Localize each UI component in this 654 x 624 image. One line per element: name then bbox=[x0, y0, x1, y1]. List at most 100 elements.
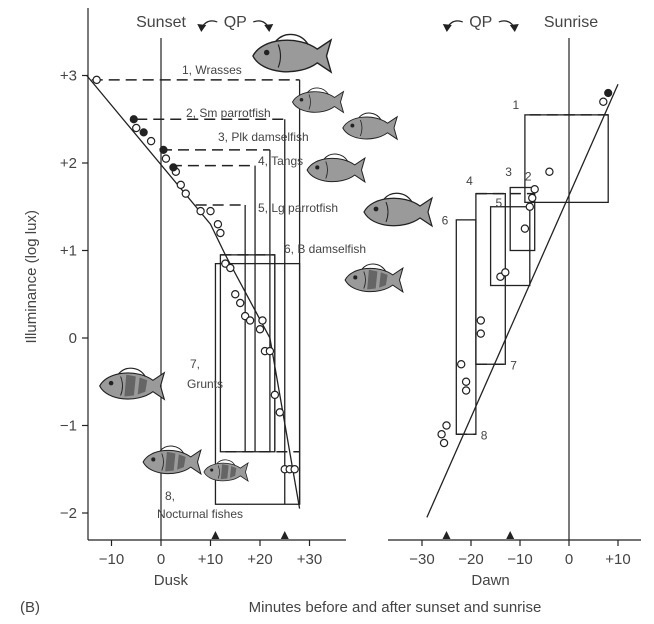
dawn-group-box bbox=[455, 219, 477, 435]
dusk-data-point bbox=[216, 228, 225, 238]
dusk-group-label: 4, Tangs bbox=[258, 154, 303, 168]
dusk-x-tick-label: +20 bbox=[247, 551, 272, 568]
dawn-group-label: 6 bbox=[442, 213, 449, 227]
dawn-group-label: 4 bbox=[466, 174, 473, 188]
dawn-x-tick-label: +10 bbox=[605, 551, 630, 568]
dawn-data-point bbox=[530, 185, 539, 194]
dusk-data-point bbox=[290, 465, 299, 474]
dawn-group-label: 5 bbox=[496, 196, 503, 210]
dawn-data-point bbox=[520, 224, 530, 233]
group-boxes-layer bbox=[91, 79, 609, 505]
dusk-qp-right-arrowhead bbox=[264, 24, 274, 32]
grunt-fish-icon bbox=[99, 367, 166, 401]
dusk-data-point bbox=[231, 290, 240, 299]
dawn-data-point bbox=[439, 438, 449, 448]
dawn-qp-label: QP bbox=[469, 14, 492, 31]
dawn-group-label: 3 bbox=[505, 165, 512, 179]
dawn-data-point bbox=[442, 421, 451, 430]
dawn-data-point bbox=[476, 329, 485, 338]
dusk-data-point bbox=[176, 180, 185, 190]
dusk-data-point-filled bbox=[159, 145, 168, 154]
dawn-event-marker bbox=[506, 531, 515, 539]
dusk-data-point-filled bbox=[139, 128, 148, 137]
large-parrotfish-icon bbox=[363, 192, 434, 228]
dawn-data-point bbox=[528, 193, 537, 203]
dusk-group-label: Nocturnal fishes bbox=[157, 507, 243, 521]
dawn-group-label: 1 bbox=[512, 98, 519, 112]
dawn-group-label: 2 bbox=[525, 170, 532, 184]
dawn-x-tick-label: −30 bbox=[409, 551, 434, 568]
y-tick-label: +1 bbox=[60, 243, 77, 260]
dawn-data-point bbox=[461, 386, 471, 395]
dusk-data-point bbox=[235, 298, 245, 308]
dusk-data-point-filled bbox=[129, 115, 138, 124]
y-tick-label: +2 bbox=[60, 155, 77, 172]
dusk-data-point bbox=[196, 206, 205, 216]
dusk-group-label: 2, Sm parrotfish bbox=[186, 106, 271, 120]
dawn-header: Sunrise bbox=[544, 14, 598, 31]
dawn-x-axis-label: Dawn bbox=[471, 572, 509, 589]
dusk-x-tick-label: 0 bbox=[157, 551, 165, 568]
dawn-trend-line bbox=[426, 83, 619, 518]
fish-illustrations-layer bbox=[99, 33, 434, 483]
dawn-qp-right-arrowhead bbox=[509, 24, 519, 32]
dusk-data-point bbox=[213, 220, 223, 229]
dusk-data-point bbox=[270, 390, 280, 400]
dawn-x-tick-label: −10 bbox=[507, 551, 532, 568]
wrasse-fish-icon bbox=[252, 33, 333, 74]
dawn-data-point bbox=[437, 430, 446, 439]
dawn-qp-left-arrowhead bbox=[442, 24, 452, 32]
dawn-group-label: 8 bbox=[481, 428, 488, 442]
dawn-data-point bbox=[457, 360, 466, 369]
x-axis-label: Minutes before and after sunset and sunr… bbox=[249, 599, 542, 616]
dawn-group-box bbox=[475, 192, 506, 365]
dusk-event-marker bbox=[280, 531, 289, 539]
dusk-trend-line bbox=[86, 75, 301, 509]
dusk-data-point bbox=[146, 136, 156, 146]
dusk-data-point bbox=[206, 206, 215, 216]
dusk-group-label: 3, Plk damselfish bbox=[218, 130, 309, 144]
dusk-event-marker bbox=[211, 531, 220, 539]
dusk-data-point bbox=[275, 408, 284, 417]
dawn-data-point-filled bbox=[604, 88, 613, 98]
dusk-group-label: 6, B damselfish bbox=[284, 242, 366, 256]
trend-lines-layer bbox=[86, 75, 619, 518]
brown-damselfish-icon bbox=[344, 263, 404, 294]
small-parrotfish-icon bbox=[291, 87, 345, 114]
dawn-data-point bbox=[545, 167, 554, 176]
tang-fish-icon bbox=[306, 153, 366, 184]
dusk-data-point bbox=[226, 263, 235, 273]
dawn-x-tick-label: 0 bbox=[565, 551, 573, 568]
dusk-qp-label: QP bbox=[224, 14, 247, 31]
y-axis-label: Illuminance (log lux) bbox=[23, 210, 40, 343]
planktivorous-damselfish-icon bbox=[342, 112, 399, 141]
dusk-x-tick-label: −10 bbox=[99, 551, 124, 568]
dawn-data-point bbox=[476, 316, 485, 325]
dawn-group-label: 7 bbox=[510, 358, 517, 372]
dusk-data-point bbox=[92, 75, 101, 85]
nocturnal-fish-small-icon bbox=[203, 459, 249, 483]
dawn-x-tick-label: −20 bbox=[458, 551, 483, 568]
dusk-data-point bbox=[258, 316, 267, 325]
dusk-group-label: 7, bbox=[190, 357, 200, 371]
dusk-group-box bbox=[214, 262, 301, 505]
y-tick-label: +3 bbox=[60, 68, 77, 85]
dusk-data-point bbox=[161, 154, 171, 163]
dawn-data-point bbox=[461, 377, 471, 386]
dusk-data-point-filled bbox=[169, 163, 178, 172]
dusk-group-label: 1, Wrasses bbox=[182, 63, 242, 77]
dusk-group-label: Grunts bbox=[187, 377, 223, 391]
dusk-data-point bbox=[245, 316, 255, 325]
dawn-group-box bbox=[509, 186, 536, 252]
dusk-group-label: 8, bbox=[165, 489, 175, 503]
dusk-data-point bbox=[132, 123, 141, 133]
panel-label: (B) bbox=[20, 599, 40, 616]
y-tick-label: 0 bbox=[69, 330, 77, 347]
dusk-qp-left-arrowhead bbox=[197, 24, 207, 32]
dusk-group-label: 5, Lg parrotfish bbox=[258, 201, 338, 215]
dawn-data-point bbox=[501, 268, 510, 277]
nocturnal-fish-icon bbox=[142, 445, 202, 476]
dawn-data-point bbox=[525, 202, 535, 211]
